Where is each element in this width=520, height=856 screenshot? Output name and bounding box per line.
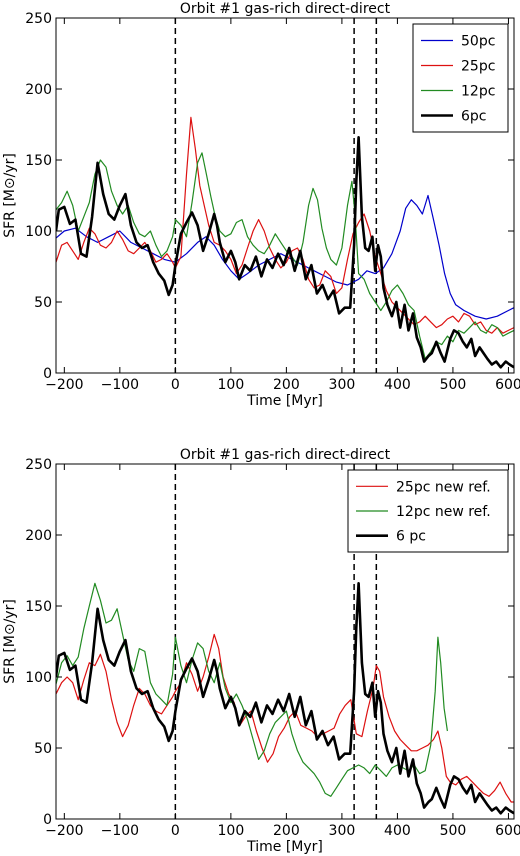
x-tick-label: 100	[218, 823, 245, 839]
y-tick-label: 0	[43, 812, 52, 828]
y-tick-label: 150	[25, 599, 52, 615]
y-tick-label: 100	[25, 670, 52, 686]
chart-panel-1: Orbit #1 gas-rich direct-direct −200 −100 0…	[2, 1, 520, 409]
chart-panel-2: Orbit #1 gas-rich direct-direct −200 −100 0…	[2, 447, 520, 855]
x-tick-label: 400	[384, 377, 411, 393]
x-tick-label: −200	[45, 823, 83, 839]
y-tick-label: 50	[34, 295, 52, 311]
x-axis-label: Time [Myr]	[246, 393, 323, 409]
y-axis-label: SFR [M⊙/yr]	[2, 153, 18, 238]
x-tick-label: 400	[384, 823, 411, 839]
legend: 50pc 25pc 12pc 6pc	[412, 23, 509, 133]
series-line-12pc-new-ref-	[56, 582, 448, 797]
chart-title: Orbit #1 gas-rich direct-direct	[180, 447, 391, 463]
y-tick-label: 100	[25, 224, 52, 240]
x-tick-label: 300	[329, 823, 356, 839]
legend-label: 12pc new ref.	[396, 504, 491, 520]
x-tick-label: 500	[440, 823, 467, 839]
x-tick-label: −200	[45, 377, 83, 393]
plot-frame	[55, 17, 515, 374]
y-tick-label: 0	[43, 366, 52, 382]
x-axis-label: Time [Myr]	[246, 839, 323, 855]
x-tick-label: 200	[273, 823, 300, 839]
legend-label: 6pc	[461, 109, 487, 125]
legend-label: 25pc	[461, 59, 495, 75]
y-tick-label: 200	[25, 528, 52, 544]
legend-label: 6 pc	[396, 529, 426, 545]
series-line-50pc	[56, 194, 514, 320]
series-line-6-pc	[56, 582, 514, 815]
series-line-25pc-new-ref-	[56, 633, 514, 803]
x-tick-label: 0	[171, 823, 180, 839]
x-tick-label: −100	[101, 377, 139, 393]
y-tick-label: 200	[25, 82, 52, 98]
x-tick-label: 500	[440, 377, 467, 393]
x-tick-label: −100	[101, 823, 139, 839]
y-tick-label: 250	[25, 11, 52, 27]
plot-frame	[55, 463, 515, 820]
legend: 25pc new ref. 12pc new ref. 6 pc	[347, 469, 509, 553]
y-axis-label: SFR [M⊙/yr]	[2, 599, 18, 684]
x-tick-label: 200	[273, 377, 300, 393]
x-tick-label: 100	[218, 377, 245, 393]
legend-label: 25pc new ref.	[396, 479, 491, 495]
legend-label: 12pc	[461, 84, 495, 100]
y-tick-label: 250	[25, 457, 52, 473]
series-line-6pc	[56, 136, 514, 369]
x-tick-label: 600	[495, 377, 520, 393]
x-tick-label: 600	[495, 823, 520, 839]
x-tick-label: 0	[171, 377, 180, 393]
chart-title: Orbit #1 gas-rich direct-direct	[180, 1, 391, 17]
y-tick-label: 50	[34, 741, 52, 757]
x-tick-label: 300	[329, 377, 356, 393]
legend-label: 50pc	[461, 34, 495, 50]
series-line-25pc	[56, 116, 514, 334]
y-tick-label: 150	[25, 153, 52, 169]
